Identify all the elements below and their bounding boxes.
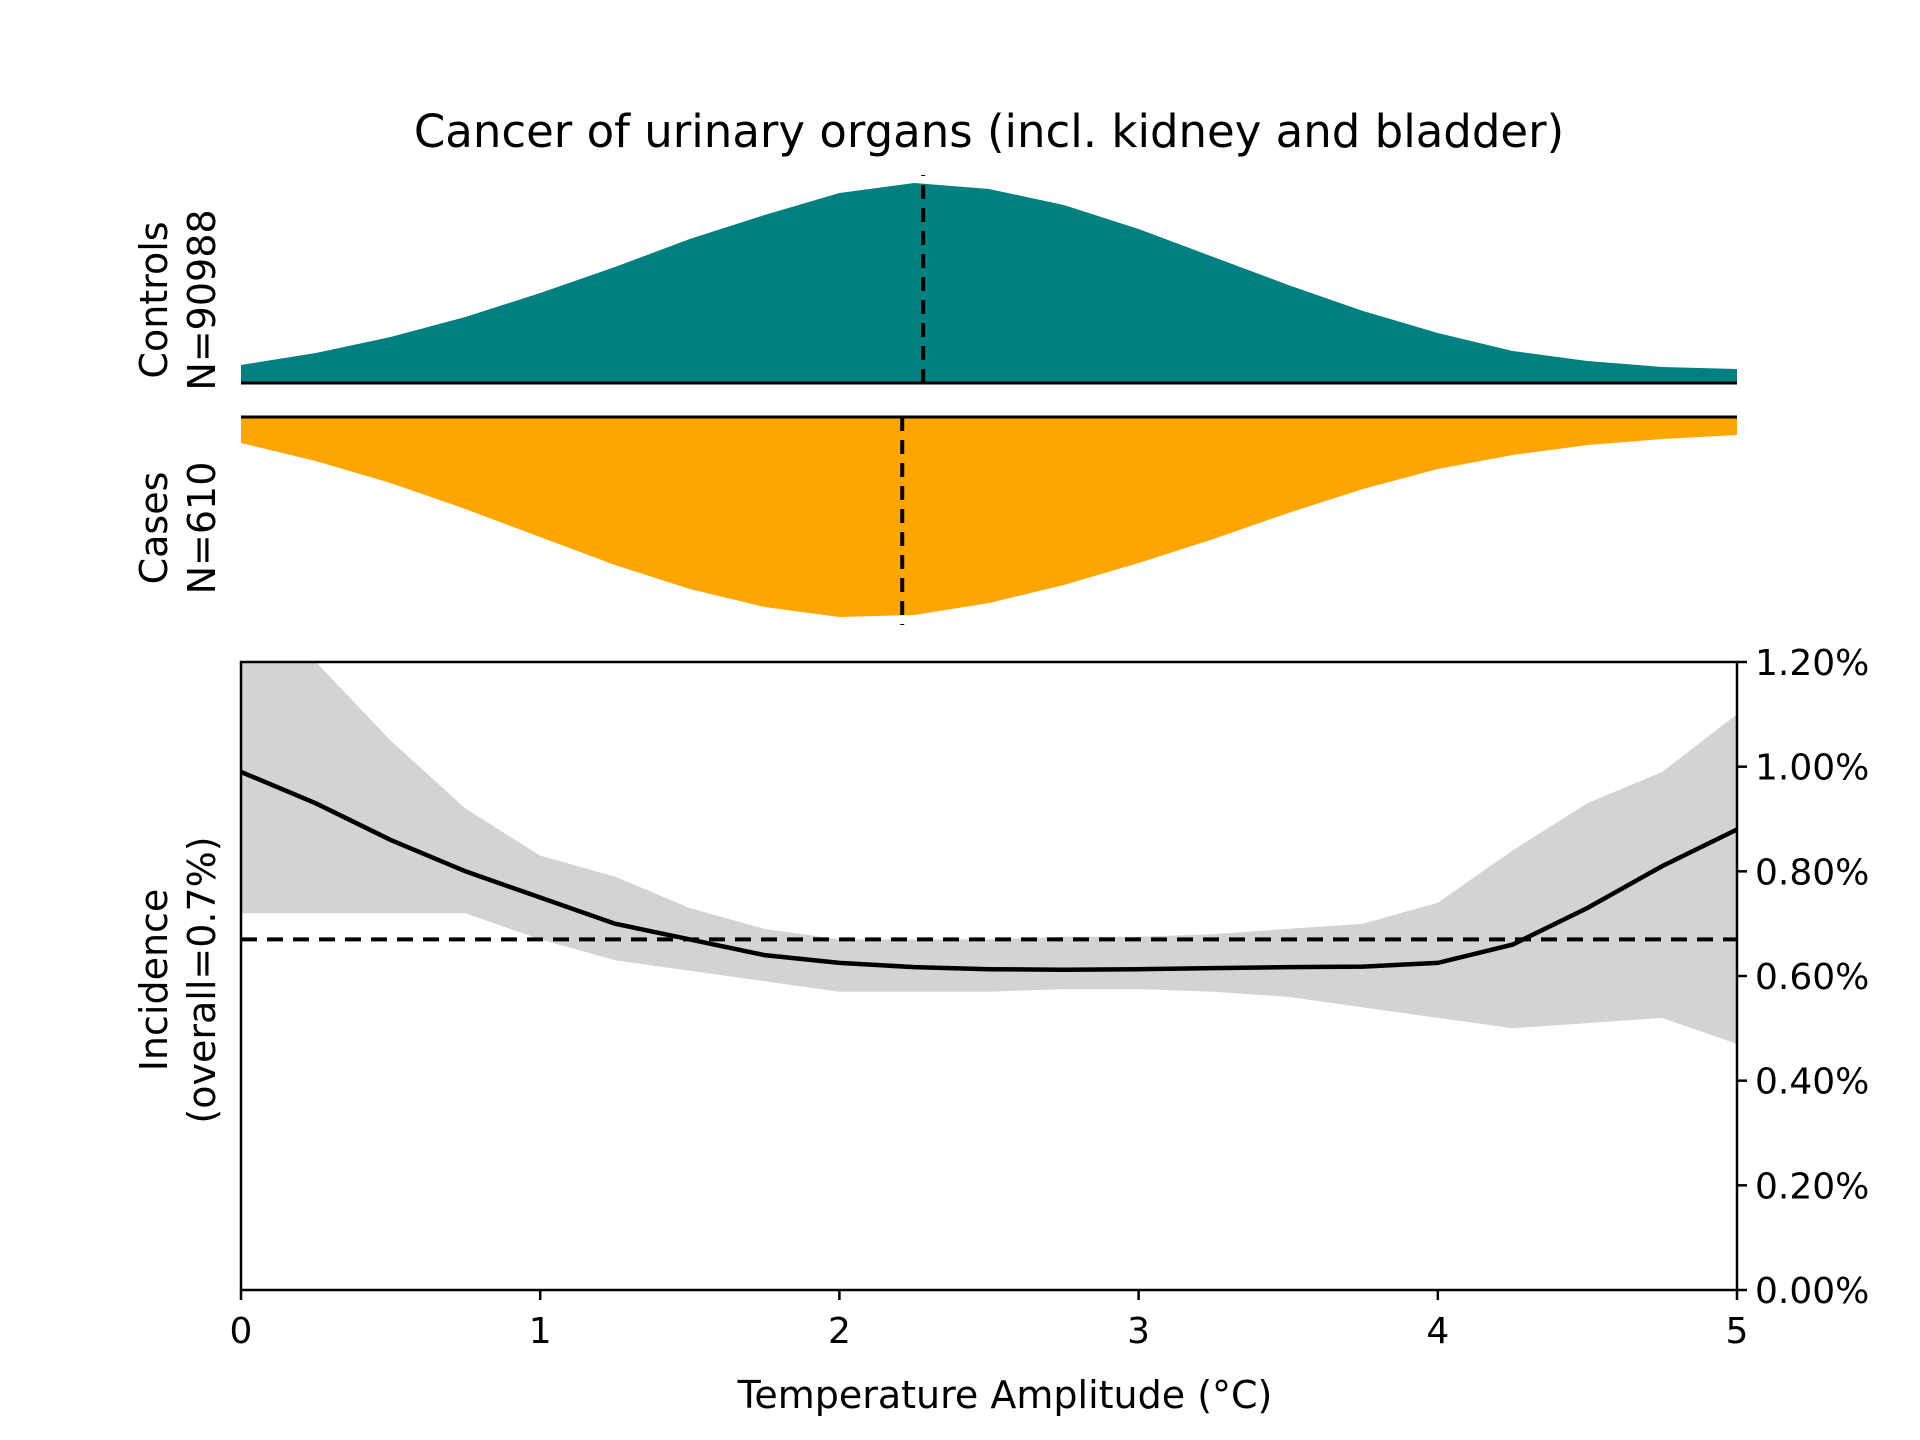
confidence-band	[241, 662, 1737, 1044]
x-tick-label: 4	[1426, 1311, 1449, 1352]
y-axis-label-line1: Incidence	[132, 889, 176, 1072]
x-tick-label: 3	[1127, 1311, 1150, 1352]
y-axis-label-line2: (overall=0.7%)	[180, 836, 224, 1123]
x-tick-label: 5	[1726, 1311, 1749, 1352]
cases-count-label: N=610	[180, 462, 224, 595]
x-tick-label: 2	[828, 1311, 851, 1352]
y-tick-label: 0.00%	[1755, 1271, 1869, 1312]
y-axis-right: 0.00% 0.20% 0.40% 0.60% 0.80% 1.00% 1.20%	[1737, 643, 1869, 1312]
y-tick-label: 0.60%	[1755, 957, 1869, 998]
controls-distribution-panel: Controls N=90988	[132, 175, 1737, 391]
x-tick-label: 1	[529, 1311, 552, 1352]
controls-density-area	[241, 183, 1737, 383]
x-tick-label: 0	[230, 1311, 253, 1352]
y-tick-label: 0.40%	[1755, 1062, 1869, 1103]
controls-label: Controls	[132, 221, 176, 378]
incidence-curve	[240, 769, 1738, 972]
controls-count-label: N=90988	[180, 209, 224, 390]
y-tick-label: 0.20%	[1755, 1166, 1869, 1207]
y-tick-label: 1.20%	[1755, 643, 1869, 684]
y-tick-label: 1.00%	[1755, 748, 1869, 789]
x-axis-label: Temperature Amplitude (°C)	[737, 1373, 1273, 1417]
chart-title: Cancer of urinary organs (incl. kidney a…	[414, 105, 1564, 158]
cases-label: Cases	[132, 472, 176, 585]
y-tick-label: 0.80%	[1755, 852, 1869, 893]
cases-density-area	[241, 417, 1737, 617]
x-axis: 0 1 2 3 4 5	[230, 1290, 1749, 1352]
cases-distribution-panel: Cases N=610	[132, 415, 1737, 625]
incidence-panel: 0 1 2 3 4 5 0.00% 0.20% 0.40% 0.60% 0.80% 1.00% 1.2…	[132, 643, 1869, 1417]
